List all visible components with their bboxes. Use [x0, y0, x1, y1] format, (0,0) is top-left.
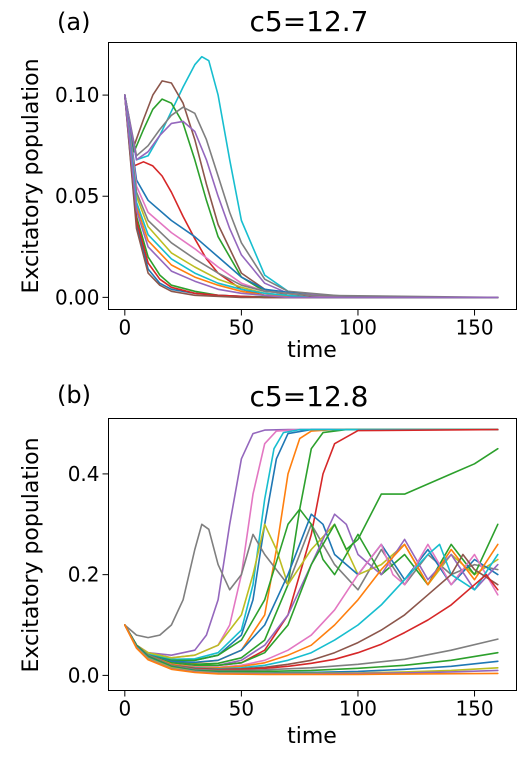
x-axis-label: time: [287, 338, 337, 363]
plot-frame: [108, 418, 517, 691]
series-line-17: [124, 94, 499, 299]
panel-label: (b): [57, 381, 91, 409]
chart-title: c5=12.7: [249, 5, 368, 38]
series-line-13: [124, 447, 499, 667]
series-line-7: [124, 428, 499, 667]
x-axis-label: time: [287, 724, 337, 749]
x-tick-label: 150: [455, 697, 493, 721]
y-tick-label: 0.10: [55, 83, 100, 107]
series-line-18: [124, 573, 499, 671]
series-line-13: [124, 94, 499, 299]
series-line-3: [124, 94, 499, 299]
series-line-2: [124, 428, 499, 659]
x-tick-label: 0: [118, 697, 131, 721]
y-tick-label: 0.05: [55, 184, 100, 208]
series-line-11: [124, 513, 499, 664]
panel-a: (a) c5=12.7 time Excitatory population 0…: [19, 5, 517, 363]
x-tick-label: 100: [339, 697, 377, 721]
tick-layer: 0 50 100 150 0.0 0.2 0.4: [68, 462, 494, 721]
x-tick-label: 0: [118, 316, 131, 340]
series-line-24: [124, 624, 499, 676]
x-tick-label: 150: [455, 316, 493, 340]
y-tick-label: 0.00: [55, 285, 100, 309]
series-line-10: [124, 508, 499, 662]
series-line-6: [124, 94, 499, 299]
series-line-1: [124, 428, 499, 656]
y-tick-label: 0.2: [68, 563, 100, 587]
x-tick-label: 100: [339, 316, 377, 340]
y-axis-label: Excitatory population: [19, 437, 44, 672]
panel-b: (b) c5=12.8 time Excitatory population 0…: [19, 380, 517, 749]
series-layer: [124, 55, 499, 299]
y-axis-label: Excitatory population: [19, 58, 44, 293]
series-line-4: [124, 428, 499, 664]
plot-frame: [108, 42, 517, 310]
series-line-9: [124, 523, 499, 659]
y-tick-label: 0.0: [68, 663, 100, 687]
series-line-5: [124, 94, 499, 299]
series-line-14: [124, 94, 499, 299]
series-line-15: [124, 94, 499, 299]
y-tick-label: 0.4: [68, 462, 100, 486]
series-line-15: [124, 543, 499, 669]
series-line-8: [124, 523, 499, 639]
tick-layer: 0 50 100 150 0.00 0.05 0.10: [55, 83, 494, 339]
series-line-5: [124, 428, 499, 666]
x-tick-label: 50: [229, 697, 254, 721]
x-tick-label: 50: [229, 316, 254, 340]
series-line-1: [124, 55, 499, 299]
panel-label: (a): [57, 8, 90, 36]
series-line-4: [124, 94, 499, 299]
series-line-8: [124, 94, 499, 299]
chart-title: c5=12.8: [249, 380, 368, 413]
series-line-16: [124, 94, 499, 299]
series-line-10: [124, 94, 499, 299]
series-line-6: [124, 428, 499, 661]
series-line-3: [124, 428, 499, 662]
series-line-11: [124, 94, 499, 299]
series-line-12: [124, 94, 499, 299]
series-layer: [124, 428, 499, 676]
series-line-9: [124, 94, 499, 299]
series-line-7: [124, 94, 499, 299]
